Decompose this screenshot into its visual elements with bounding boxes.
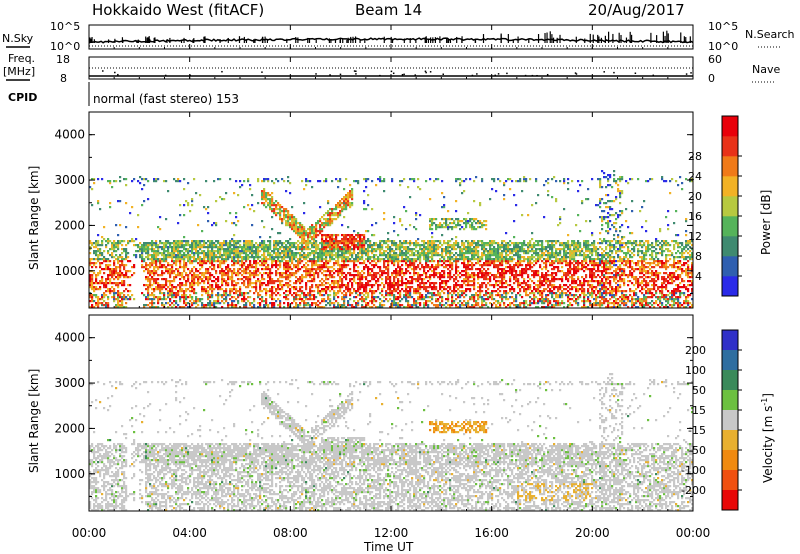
- x-tick-label: 00:00: [676, 526, 711, 540]
- noise-bottom-label-left: 10^0: [50, 40, 80, 53]
- velocity-colorbar-swatch: [722, 330, 738, 351]
- cpid-label: CPID: [8, 91, 37, 104]
- velocity-colorbar-swatch: [722, 370, 738, 391]
- nave-bottom: 0: [708, 72, 715, 85]
- velocity-panel: 1000 2000 3000 4000 Slant Range [km] 200 100…: [27, 314, 775, 512]
- y-tick-label: 1000: [54, 467, 85, 481]
- y-tick-label: 4000: [54, 128, 85, 142]
- power-colorbar-tick: 24: [688, 170, 702, 183]
- power-colorbar-tick: 12: [688, 230, 702, 243]
- x-tick-label: 20:00: [575, 526, 610, 540]
- y-tick-label: 3000: [54, 173, 85, 187]
- power-colorbar-label: Power [dB]: [759, 190, 773, 255]
- x-tick-label: 04:00: [172, 526, 207, 540]
- freq-label: Freq.: [8, 52, 35, 65]
- velocity-colorbar-swatch: [722, 410, 738, 431]
- freq-bottom: 8: [60, 72, 67, 85]
- y-tick-label: 2000: [54, 421, 85, 435]
- velocity-colorbar-swatch: [722, 350, 738, 371]
- velocity-colorbar-tick: 50: [692, 384, 706, 397]
- power-colorbar-swatch: [722, 216, 738, 237]
- velocity-colorbar-tick: 100: [685, 364, 706, 377]
- velocity-colorbar-tick: 15: [692, 404, 706, 417]
- power-panel: 1000 2000 3000 4000 Slant Range [km] 4 8 12 16…: [27, 111, 773, 309]
- power-colorbar-swatch: [722, 176, 738, 197]
- velocity-colorbar-tick: -100: [681, 464, 706, 477]
- date-title: 20/Aug/2017: [588, 1, 685, 19]
- velocity-colorbar-swatch: [722, 390, 738, 411]
- power-colorbar-swatch: [722, 156, 738, 177]
- power-ylabel: Slant Range [km]: [27, 166, 41, 270]
- x-tick-label: 00:00: [72, 526, 107, 540]
- power-colorbar-tick: 16: [688, 210, 702, 223]
- nsky-label: N.Sky: [2, 32, 34, 45]
- noise-top-label-right: 10^5: [708, 20, 738, 33]
- velocity-colorbar-tick: -200: [681, 484, 706, 497]
- cpid-text: normal (fast stereo) 153: [93, 92, 239, 106]
- velocity-colorbar-swatch: [722, 450, 738, 471]
- power-colorbar-swatch: [722, 276, 738, 297]
- beam-title: Beam 14: [355, 1, 422, 19]
- nave-label: Nave: [752, 63, 780, 76]
- x-tick-label: 08:00: [273, 526, 308, 540]
- x-tick-label: 16:00: [474, 526, 509, 540]
- y-tick-label: 4000: [54, 331, 85, 345]
- power-colorbar-swatch: [722, 256, 738, 277]
- velocity-colorbar-label: Velocity [m s-1]: [760, 393, 775, 483]
- velocity-colorbar-tick: 200: [685, 344, 706, 357]
- y-tick-label: 1000: [54, 264, 85, 278]
- power-colorbar-swatch: [722, 196, 738, 217]
- power-colorbar-tick: 28: [688, 150, 702, 163]
- noise-panel: 10^5 10^0 10^5 10^0 N.Sky N.Search: [2, 20, 795, 53]
- nsearch-label: N.Search: [745, 28, 795, 41]
- freq-panel: Freq. [MHz] 18 8 60 0 Nave: [3, 52, 780, 85]
- velocity-colorbar-swatch: [722, 470, 738, 491]
- power-colorbar-swatch: [722, 136, 738, 157]
- freq-top: 18: [56, 53, 70, 66]
- power-colorbar-tick: 8: [695, 250, 702, 263]
- velocity-colorbar-tick: -15: [688, 424, 706, 437]
- nave-top: 60: [708, 53, 722, 66]
- power-colorbar-tick: 20: [688, 190, 702, 203]
- y-tick-label: 2000: [54, 218, 85, 232]
- power-colorbar-tick: 4: [695, 270, 702, 283]
- y-tick-label: 3000: [54, 376, 85, 390]
- velocity-ylabel: Slant Range [km]: [27, 369, 41, 473]
- power-colorbar-swatch: [722, 236, 738, 257]
- freq-unit: [MHz]: [3, 65, 35, 78]
- velocity-colorbar-tick: -50: [688, 444, 706, 457]
- x-axis-label: Time UT: [363, 540, 414, 554]
- cpid-panel: CPID normal (fast stereo) 153: [8, 82, 239, 106]
- velocity-colorbar-swatch: [722, 490, 738, 511]
- noise-bottom-label-right: 10^0: [708, 40, 738, 53]
- velocity-colorbar-swatch: [722, 430, 738, 451]
- noise-top-label-left: 10^5: [50, 20, 80, 33]
- station-title: Hokkaido West (fitACF): [92, 1, 264, 19]
- x-tick-label: 12:00: [374, 526, 409, 540]
- power-colorbar-swatch: [722, 116, 738, 137]
